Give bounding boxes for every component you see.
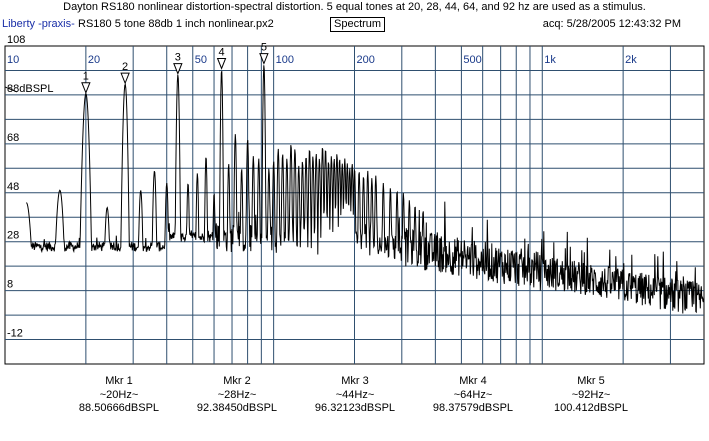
- y-tick-label: 108: [7, 34, 25, 46]
- marker-readout-freq: ~92Hz~: [571, 388, 611, 401]
- marker-readout-4: Mkr 4 ~64Hz~ 98.37579dBSPL: [413, 375, 533, 416]
- marker-readout-name: Mkr 3: [341, 375, 369, 387]
- marker-readout-freq: ~44Hz~: [335, 388, 375, 401]
- app-name: Liberty -praxis-: [2, 18, 75, 30]
- x-tick-label: 20: [88, 54, 100, 66]
- marker-readout-freq: ~64Hz~: [453, 388, 493, 401]
- x-tick-label: 200: [357, 54, 375, 66]
- marker-5-triangle: [259, 53, 269, 65]
- y-tick-label: 48: [7, 181, 19, 193]
- marker-readout-value: 88.50666dBSPL: [78, 402, 160, 414]
- marker-readout-1: Mkr 1 ~20Hz~ 88.50666dBSPL: [59, 375, 179, 416]
- marker-readout-2: Mkr 2 ~28Hz~ 92.38450dBSPL: [177, 375, 297, 416]
- y-tick-label: 28: [7, 230, 19, 242]
- marker-readout-value: 92.38450dBSPL: [196, 402, 278, 414]
- marker-1-label: 1: [83, 71, 89, 83]
- marker-3-triangle: [173, 63, 183, 75]
- x-tick-label: 100: [276, 54, 294, 66]
- spectrum-mode-button[interactable]: Spectrum: [330, 17, 386, 32]
- x-tick-label: 10: [7, 54, 19, 66]
- y-tick-label: -12: [7, 328, 23, 340]
- marker-1-triangle: [81, 82, 91, 95]
- marker-readout-5: Mkr 5 ~92Hz~ 100.412dBSPL: [531, 375, 651, 416]
- x-tick-label: 2k: [625, 54, 637, 66]
- marker-readout-value: 98.37579dBSPL: [432, 402, 514, 414]
- x-tick-label: 50: [195, 54, 207, 66]
- marker-readout-name: Mkr 2: [223, 375, 251, 387]
- x-tick-label: 500: [463, 54, 481, 66]
- marker-4-triangle: [216, 57, 227, 70]
- marker-readout-name: Mkr 4: [459, 375, 487, 387]
- marker-2-label: 2: [122, 61, 128, 73]
- y-tick-label: 8: [7, 279, 13, 291]
- marker-readout-freq: ~20Hz~: [99, 388, 139, 401]
- marker-readout-3: Mkr 3 ~44Hz~ 96.32123dBSPL: [295, 375, 415, 416]
- marker-2-triangle: [120, 72, 130, 85]
- marker-readout-value: 100.412dBSPL: [553, 402, 628, 414]
- marker-readout-value: 96.32123dBSPL: [314, 402, 396, 414]
- marker-3-label: 3: [175, 52, 181, 64]
- marker-readout-name: Mkr 5: [577, 375, 605, 387]
- reference-level-indicator: [4, 86, 18, 93]
- y-tick-label: 88dBSPL: [7, 83, 53, 95]
- acquisition-timestamp: acq: 5/28/2005 12:43:32 PM: [542, 18, 681, 30]
- marker-readout-freq: ~28Hz~: [217, 388, 257, 401]
- marker-4-label: 4: [219, 46, 225, 58]
- file-name: RS180 5 tone 88db 1 inch nonlinear.px2: [78, 18, 274, 30]
- spectrum-trace: [25, 65, 705, 314]
- marker-5-label: 5: [261, 42, 267, 54]
- x-tick-label: 1k: [544, 54, 556, 66]
- y-tick-label: 68: [7, 132, 19, 144]
- chart-title: Dayton RS180 nonlinear distortion-spectr…: [63, 1, 646, 13]
- marker-readout-name: Mkr 1: [105, 375, 133, 387]
